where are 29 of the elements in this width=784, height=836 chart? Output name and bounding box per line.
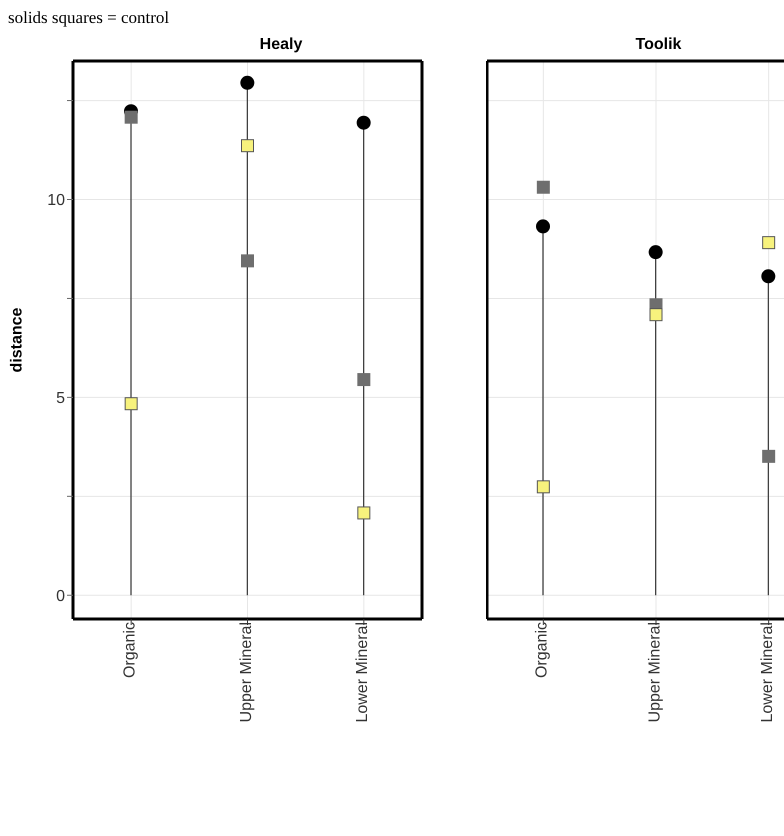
y-tick-label: 5 (56, 390, 66, 408)
point (650, 308, 662, 322)
point (240, 76, 254, 90)
point (357, 373, 370, 386)
point (762, 236, 776, 250)
y-tick-label: 0 (56, 588, 66, 605)
point (762, 450, 776, 463)
x-tick-label: Lower Mineral (354, 622, 372, 722)
point (124, 110, 138, 124)
text: solids squares = control (8, 8, 170, 28)
point (761, 269, 776, 284)
point (648, 245, 663, 260)
point (356, 116, 371, 130)
y-axis-title: distance (8, 307, 26, 372)
point (536, 480, 550, 494)
x-tick-label: Organic (534, 622, 551, 678)
point (536, 180, 550, 194)
chart-title: Healy (258, 36, 304, 54)
point (536, 219, 550, 234)
x-tick-label: Organic (122, 622, 139, 678)
point (357, 506, 370, 520)
y-tick-label: 10 (47, 192, 66, 210)
x-tick-label: Upper Mineral (646, 622, 664, 722)
x-tick-label: Lower Mineral (759, 622, 776, 722)
chart-title: Toolik (634, 36, 682, 54)
x-tick-label: Upper Mineral (238, 622, 255, 722)
point (241, 254, 254, 268)
point (124, 397, 138, 410)
point (241, 139, 254, 152)
